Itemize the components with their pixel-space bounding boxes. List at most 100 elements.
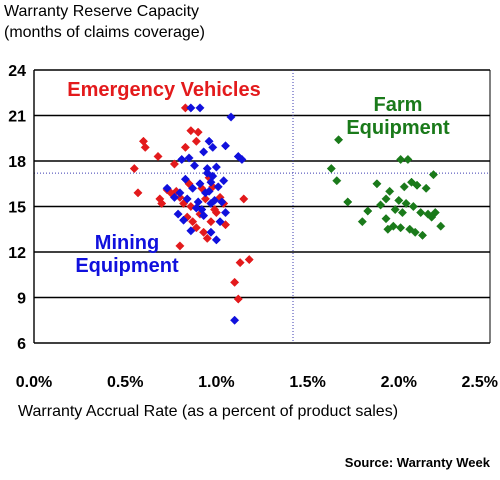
y-tick-label: 12 — [8, 245, 26, 262]
data-point-0-10 — [133, 188, 143, 198]
data-point-0-3 — [180, 142, 190, 152]
data-point-2-13 — [394, 195, 404, 205]
x-tick-label: 0.5% — [107, 374, 143, 391]
data-point-2-12 — [381, 194, 391, 204]
data-points — [129, 103, 446, 325]
data-point-1-0 — [186, 103, 196, 113]
data-point-1-35 — [215, 217, 225, 227]
data-point-2-0 — [334, 135, 344, 145]
data-point-0-36 — [244, 255, 254, 265]
data-point-1-3 — [204, 136, 214, 146]
data-point-0-6 — [140, 142, 150, 152]
x-tick-label: 1.0% — [198, 374, 234, 391]
data-point-2-18 — [390, 204, 400, 215]
data-point-2-20 — [416, 208, 426, 218]
data-point-0-19 — [188, 217, 198, 227]
data-point-1-16 — [162, 183, 172, 193]
data-point-2-15 — [408, 201, 418, 212]
data-point-1-38 — [195, 179, 205, 189]
tick-labels: 6 9 12 15 18 21 24 0.0% 0.5% 1.0% 1.5% 2.0% 2.5% — [8, 63, 498, 391]
y-tick-label: 18 — [8, 154, 26, 171]
y-tick-label: 9 — [17, 291, 26, 308]
group-labels: Emergency VehiclesMiningEquipmentFarmEqu… — [67, 79, 450, 277]
data-point-1-11 — [237, 154, 247, 165]
x-tick-label: 0.0% — [16, 374, 52, 391]
data-point-1-37 — [208, 171, 218, 181]
data-point-1-31 — [191, 203, 201, 213]
data-point-2-25 — [388, 221, 398, 231]
data-point-1-24 — [204, 186, 214, 196]
x-tick-label: 2.0% — [381, 374, 417, 391]
data-point-1-30 — [186, 226, 196, 236]
data-point-2-5 — [332, 176, 342, 186]
data-point-0-38 — [239, 194, 249, 204]
group-label-2: Equipment — [346, 117, 450, 139]
data-point-0-22 — [202, 233, 212, 243]
data-point-1-20 — [188, 183, 198, 193]
data-point-0-37 — [233, 294, 243, 304]
data-point-0-18 — [186, 201, 196, 212]
data-point-2-27 — [405, 224, 415, 234]
data-point-2-2 — [403, 154, 413, 165]
data-point-0-7 — [129, 164, 139, 174]
data-point-1-41 — [206, 198, 216, 209]
data-point-2-33 — [383, 224, 393, 234]
x-tick-label: 2.5% — [462, 374, 498, 391]
data-point-0-2 — [193, 127, 203, 137]
data-point-1-7 — [177, 154, 187, 165]
data-point-1-33 — [206, 227, 216, 237]
data-point-2-10 — [385, 186, 395, 196]
data-point-0-12 — [157, 198, 167, 209]
group-label-2: Farm — [374, 94, 423, 116]
y-tick-label: 15 — [8, 200, 26, 217]
reference-lines — [34, 70, 490, 343]
data-point-1-19 — [182, 194, 192, 204]
data-point-0-8 — [153, 151, 163, 162]
data-point-2-24 — [381, 214, 391, 224]
data-point-0-31 — [211, 208, 221, 218]
group-label-1: Mining — [95, 232, 159, 254]
data-point-2-4 — [428, 170, 439, 180]
data-point-1-18 — [175, 188, 185, 198]
data-point-0-28 — [200, 194, 211, 204]
data-point-2-29 — [417, 230, 428, 240]
data-point-2-28 — [410, 227, 420, 237]
data-point-0-1 — [186, 126, 196, 136]
data-point-1-4 — [208, 142, 218, 152]
data-point-0-4 — [191, 136, 201, 146]
data-point-2-32 — [357, 217, 367, 227]
data-point-1-14 — [206, 177, 216, 187]
data-point-1-10 — [233, 151, 243, 162]
chart-subtitle: (months of claims coverage) — [4, 24, 205, 41]
data-point-2-30 — [436, 221, 446, 231]
data-point-2-7 — [412, 180, 422, 190]
data-point-1-27 — [217, 197, 227, 207]
data-point-1-2 — [226, 112, 236, 122]
data-point-1-36 — [202, 164, 212, 174]
data-point-1-28 — [173, 209, 183, 219]
data-point-1-6 — [199, 147, 209, 157]
data-point-1-26 — [213, 182, 223, 192]
data-point-2-9 — [372, 179, 382, 189]
data-point-2-3 — [326, 164, 336, 174]
data-point-1-34 — [211, 235, 221, 245]
data-point-1-17 — [169, 192, 180, 202]
data-point-0-23 — [206, 217, 216, 227]
data-point-2-26 — [396, 223, 406, 233]
data-point-1-15 — [180, 174, 190, 184]
data-point-0-21 — [199, 227, 209, 237]
data-point-1-9 — [189, 160, 200, 171]
data-point-2-19 — [397, 208, 408, 218]
data-point-2-1 — [396, 154, 406, 165]
data-point-2-8 — [399, 182, 409, 192]
data-point-2-17 — [376, 200, 386, 210]
data-point-1-8 — [184, 153, 194, 163]
x-tick-label: 1.5% — [289, 374, 325, 391]
data-point-1-1 — [195, 103, 205, 113]
data-point-0-35 — [235, 258, 245, 268]
data-point-0-33 — [175, 241, 185, 251]
data-point-2-14 — [401, 198, 411, 209]
data-point-0-34 — [230, 277, 240, 287]
y-tick-label: 24 — [8, 63, 26, 80]
